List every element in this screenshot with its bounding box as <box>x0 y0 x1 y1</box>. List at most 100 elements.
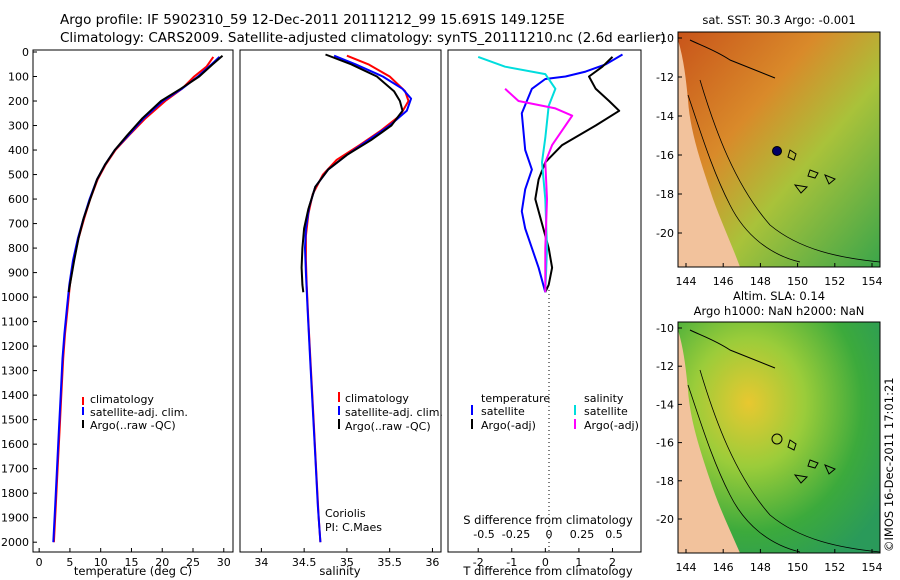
lon-tick-label: 154 <box>862 561 883 574</box>
series-line-salinity-argo-adj- <box>504 88 574 293</box>
legend-label: climatology <box>345 392 409 405</box>
pi-label: PI: C.Maes <box>325 521 382 534</box>
x-tick-label: 15 <box>124 556 138 569</box>
x-tick-label: -2 <box>473 556 484 569</box>
reefs <box>787 149 836 194</box>
temperature-legend: climatology satellite-adj. clim. Argo(..… <box>82 393 188 432</box>
legend-header-salinity: salinity <box>584 392 624 405</box>
reefs <box>787 439 836 484</box>
x-tick-label: -1 <box>506 556 517 569</box>
depth-tick-label: 1000 <box>1 291 29 304</box>
sla-map-title2: Argo h1000: NaN h2000: NaN <box>694 304 865 318</box>
isobath-1000m <box>687 94 801 263</box>
x-tick-label: 20 <box>155 556 169 569</box>
difference-xlabel: T difference from climatology <box>462 564 633 578</box>
x-tick-label: 25 <box>186 556 200 569</box>
lon-tick-label: 148 <box>750 275 771 288</box>
salinity-legend: climatology satellite-adj. clim. Argo(..… <box>338 392 443 433</box>
x-tick-label: 2 <box>609 556 616 569</box>
legend-label: Argo(-adj) <box>481 419 536 432</box>
legend-label: satellite <box>481 405 525 418</box>
difference-legend: temperature salinity satellite Argo(-adj… <box>471 392 639 432</box>
x-tick-label: 5 <box>66 556 73 569</box>
lon-tick-label: 146 <box>713 561 734 574</box>
lat-tick-label: -10 <box>656 322 674 335</box>
lat-tick-label: -18 <box>656 188 674 201</box>
series-line-temperature-satellite <box>520 53 624 293</box>
lon-tick-label: 146 <box>713 275 734 288</box>
lat-tick-label: -12 <box>656 71 674 84</box>
imos-credit: ©IMOS 16-Dec-2011 17:01:21 <box>882 377 896 552</box>
x-tick-label: 30 <box>217 556 231 569</box>
legend-label: Argo(-adj) <box>584 419 639 432</box>
sst-map-title: sat. SST: 30.3 Argo: -0.001 <box>702 13 855 27</box>
temperature-chart: 0 5 10 15 20 25 30 <box>36 54 231 569</box>
data-center-label: Coriolis <box>325 507 366 520</box>
depth-tick-label: 1300 <box>1 365 29 378</box>
legend-label: satellite-adj. clim. <box>345 406 443 419</box>
map-axes: 144 146 148 150 152 154 -10 -12 -14 -16 -18 -20 144 1… <box>656 32 882 574</box>
isobath-2000m <box>699 369 880 553</box>
x-tick-label: 34.5 <box>292 556 317 569</box>
legend-label: Argo(..raw -QC) <box>345 420 431 433</box>
s-tick: -0.25 <box>502 528 530 541</box>
lon-tick-label: 152 <box>824 275 845 288</box>
series-line-argo-raw-qc- <box>67 54 224 293</box>
figure-title-line1: Argo profile: IF 5902310_59 12-Dec-2011 … <box>60 12 565 28</box>
lon-tick-label: 150 <box>787 275 808 288</box>
sla-map-frame <box>677 321 881 554</box>
lon-tick-label: 150 <box>787 561 808 574</box>
lat-tick-label: -14 <box>656 110 674 123</box>
depth-tick-label: 1800 <box>1 487 29 500</box>
depth-tick-label: 400 <box>8 144 29 157</box>
depth-tick-label: 1200 <box>1 340 29 353</box>
lon-tick-label: 154 <box>862 275 883 288</box>
difference-panel-frame <box>447 49 642 553</box>
salinity-chart: 34 34.5 35 35.5 36 <box>254 53 439 569</box>
isobath-2000m <box>699 79 880 263</box>
legend-header-temperature: temperature <box>481 392 550 405</box>
s-difference-ticks: -0.5 -0.25 0 0.25 0.5 <box>473 528 622 541</box>
argo-float-marker <box>771 433 783 445</box>
series-line-satellite-adj-clim- <box>52 56 221 543</box>
lat-tick-label: -20 <box>656 513 674 526</box>
lat-tick-label: -10 <box>656 32 674 45</box>
lat-tick-label: -16 <box>656 149 674 162</box>
lon-tick-label: 152 <box>824 561 845 574</box>
depth-tick-label: 800 <box>8 242 29 255</box>
isobath-1000m <box>687 384 801 553</box>
depth-tick-label: 1400 <box>1 389 29 402</box>
figure-title-line2: Climatology: CARS2009. Satellite-adjuste… <box>60 30 666 46</box>
series-line-argo-raw-qc- <box>300 53 404 293</box>
salinity-panel-frame <box>239 49 442 553</box>
lat-tick-label: -20 <box>656 227 674 240</box>
depth-tick-label: 1900 <box>1 512 29 525</box>
salinity-xlabel: salinity <box>319 564 360 578</box>
argo-float-marker <box>772 146 782 156</box>
sla-field <box>678 322 880 553</box>
s-tick: 0.25 <box>570 528 595 541</box>
sla-map-title1: Altim. SLA: 0.14 <box>733 289 825 303</box>
legend-label: satellite <box>584 405 628 418</box>
lat-tick-label: -16 <box>656 437 674 450</box>
depth-tick-label: 300 <box>8 120 29 133</box>
sst-map <box>678 32 880 267</box>
depth-axis: 0 100 200 300 400 500 600 700 800 900 1000 1100 1200… <box>1 46 37 549</box>
temperature-panel-frame <box>32 49 234 553</box>
s-tick: 0.5 <box>605 528 623 541</box>
x-tick-label: 10 <box>94 556 108 569</box>
x-tick-label: 36 <box>425 556 439 569</box>
x-tick-label: 34 <box>254 556 268 569</box>
series-line-climatology <box>304 54 410 543</box>
lon-tick-label: 144 <box>676 561 697 574</box>
depth-tick-label: 700 <box>8 218 29 231</box>
x-tick-label: 1 <box>575 556 582 569</box>
depth-tick-label: 100 <box>8 71 29 84</box>
depth-tick-label: 1100 <box>1 316 29 329</box>
sst-map-frame <box>677 31 881 268</box>
depth-tick-label: 0 <box>22 46 29 59</box>
depth-tick-label: 1600 <box>1 438 29 451</box>
difference-chart: -2 -1 0 1 2 <box>473 53 624 569</box>
lat-tick-label: -18 <box>656 475 674 488</box>
